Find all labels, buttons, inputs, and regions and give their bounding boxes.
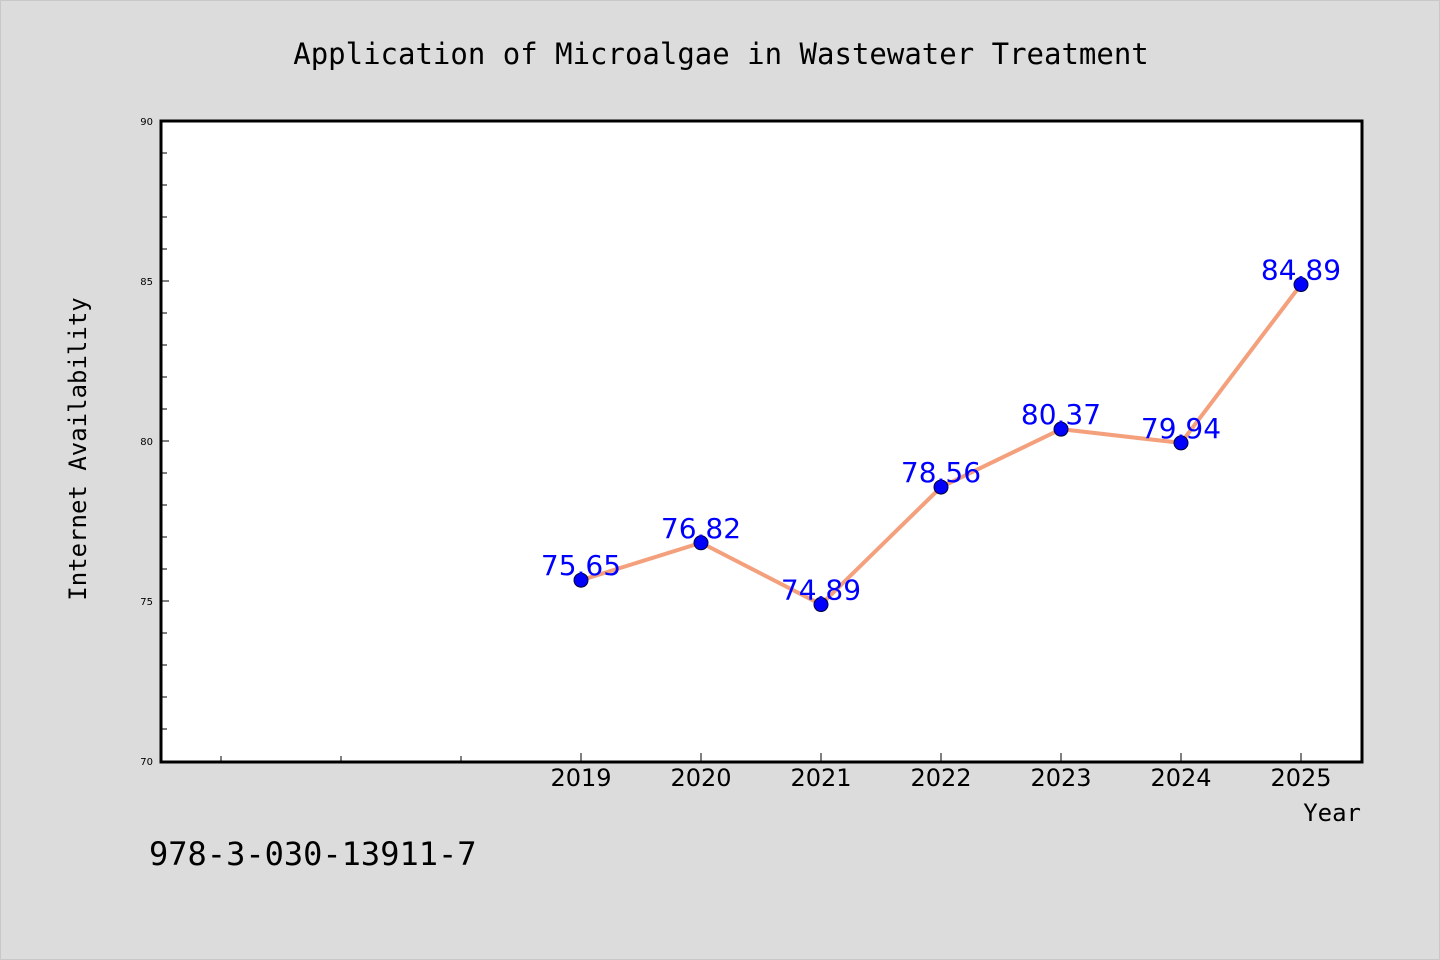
- y-axis: 70 75 80 85 90: [140, 117, 169, 768]
- data-point: [1053, 421, 1069, 437]
- y-tick-label: 80: [140, 437, 153, 448]
- data-point: [1173, 435, 1189, 451]
- data-point: [933, 479, 949, 495]
- data-label: 84.89: [1261, 254, 1341, 287]
- data-label: 76.82: [661, 512, 741, 545]
- data-label: 80.37: [1021, 398, 1101, 431]
- x-axis-label: Year: [1303, 799, 1361, 827]
- y-tick-label: 70: [140, 757, 153, 768]
- x-tick-label: 2025: [1270, 764, 1331, 792]
- x-axis: 2019 2020 2021 2022 2023 2024 2025: [220, 753, 1332, 792]
- footer-code: 978-3-030-13911-7: [149, 835, 477, 873]
- x-tick-label: 2024: [1150, 764, 1211, 792]
- y-axis-label: Internet Availability: [64, 297, 92, 600]
- y-tick-label: 85: [140, 277, 153, 288]
- x-tick-label: 2019: [550, 764, 611, 792]
- data-label: 78.56: [901, 456, 981, 489]
- y-tick-label: 90: [140, 117, 153, 128]
- data-label: 79.94: [1141, 412, 1221, 445]
- y-tick-label: 75: [140, 597, 153, 608]
- x-tick-label: 2022: [910, 764, 971, 792]
- x-tick-label: 2023: [1030, 764, 1091, 792]
- data-point: [693, 535, 709, 551]
- data-label: 74.89: [781, 574, 861, 607]
- x-tick-label: 2021: [790, 764, 851, 792]
- chart-title: Application of Microalgae in Wastewater …: [293, 37, 1149, 71]
- data-point: [573, 572, 589, 588]
- data-point: [813, 597, 829, 613]
- x-tick-label: 2020: [670, 764, 731, 792]
- data-label: 75.65: [541, 549, 621, 582]
- series-layer: 75.65 76.82 74.89 78.56 80.37 79.94 84.89: [541, 254, 1341, 613]
- data-point: [1293, 277, 1309, 293]
